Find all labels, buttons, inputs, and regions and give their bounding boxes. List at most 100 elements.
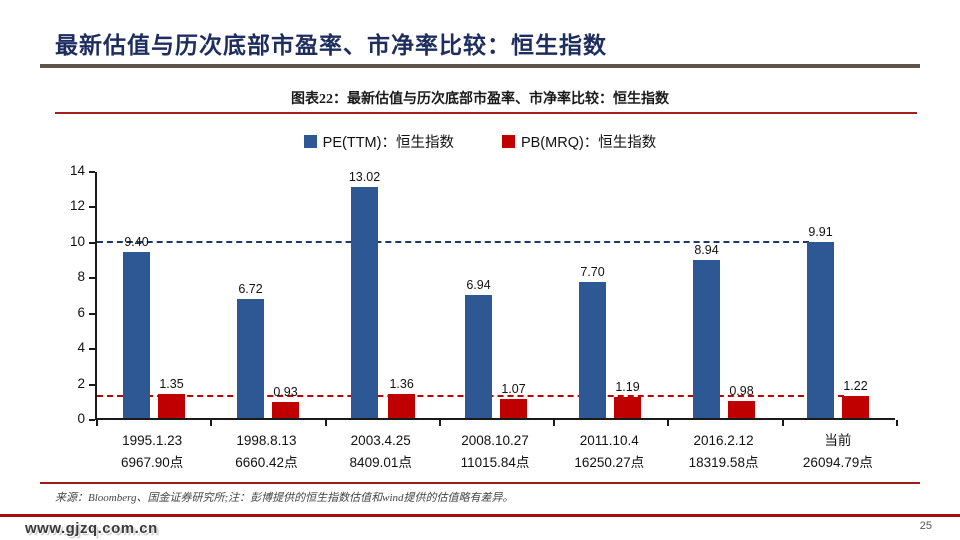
bottom-divider [0, 514, 960, 517]
x-tick-mark [667, 420, 670, 426]
pe-reference-line [97, 241, 809, 244]
pe-bar-wrap: 13.02 [349, 170, 380, 418]
pe-legend-label: PE(TTM)：恒生指数 [322, 135, 454, 151]
category-date: 2011.10.4 [579, 433, 639, 448]
y-tick-label: 10 [69, 233, 85, 249]
y-tick-mark [89, 312, 95, 315]
category-points: 16250.27点 [574, 454, 645, 470]
y-tick-mark [89, 419, 95, 421]
pb-legend-swatch [501, 135, 515, 148]
x-tick-mark [324, 420, 327, 426]
website-watermark: www.gjzq.com.cn [25, 520, 158, 537]
pe-bar-value: 6.94 [466, 278, 491, 293]
category-date: 2016.2.12 [693, 433, 754, 448]
y-tick-label: 4 [77, 340, 85, 356]
source-note: 来源：Bloomberg、国金证券研究所;注：彭博提供的恒生指数估值和wind提… [55, 492, 514, 504]
category-points: 6660.42点 [235, 454, 298, 470]
pb-bar-wrap: 0.93 [272, 385, 299, 418]
pb-bar-value: 0.98 [729, 383, 754, 398]
pb-bar [500, 399, 527, 418]
bar-group: 13.02 1.36 [325, 170, 439, 418]
x-tick-mark [896, 420, 898, 426]
pe-bar-value: 9.40 [124, 234, 149, 249]
plot-area: 0 2 4 6 8 10 12 14 9.40 1.35 6.72 0.93 13.02 1.36 6.94… [70, 163, 898, 426]
bar-group: 9.91 1.22 [781, 172, 895, 418]
pb-bar [158, 394, 185, 418]
category-points: 18319.58点 [688, 454, 759, 470]
pb-legend-label: PB(MRQ)：恒生指数 [520, 135, 657, 151]
pe-bar [123, 251, 150, 418]
pe-bar-wrap: 6.94 [465, 278, 492, 418]
legend-item-pe: PE(TTM)：恒生指数 [303, 131, 454, 152]
pb-bar-value: 1.35 [159, 377, 184, 392]
category-date: 当前 [824, 433, 852, 448]
category-points: 8409.01点 [349, 454, 412, 470]
pe-legend-swatch [303, 135, 317, 148]
pe-bar-value: 13.02 [348, 170, 381, 185]
pb-bar-wrap: 1.36 [388, 376, 416, 418]
bar-group: 6.94 1.07 [439, 172, 553, 418]
pb-bar-value: 0.93 [273, 384, 298, 399]
y-tick-mark [89, 383, 95, 386]
pb-bar [272, 401, 299, 418]
page-number: 25 [919, 520, 932, 532]
y-tick-mark [89, 206, 95, 209]
category-date: 2008.10.27 [461, 433, 529, 448]
pe-bar-wrap: 7.70 [579, 265, 606, 418]
pb-bar-wrap: 1.07 [500, 382, 527, 418]
pb-bar-wrap: 0.98 [728, 384, 755, 418]
y-tick-label: 8 [77, 269, 85, 285]
x-axis-labels: 1995.1.23 6967.90点 1998.8.13 6660.42点 2003.4… [95, 430, 895, 473]
pe-bar [693, 259, 720, 418]
category-date: 2003.4.25 [350, 433, 411, 448]
y-tick-mark [89, 171, 95, 173]
pb-bar [388, 393, 416, 418]
x-tick-mark [781, 420, 784, 426]
y-tick-mark [89, 241, 95, 244]
pe-bar [465, 295, 492, 418]
pb-bar-wrap: 1.22 [842, 379, 869, 418]
caption-divider [55, 112, 917, 114]
x-category-label: 2008.10.27 11015.84点 [438, 430, 552, 473]
figure-caption: 图表22：最新估值与历次底部市盈率、市净率比较：恒生指数 [291, 92, 669, 107]
pe-bar [351, 187, 378, 418]
pb-bar-wrap: 1.19 [614, 380, 641, 418]
y-tick-label: 14 [69, 163, 85, 178]
pe-bar-value: 8.94 [694, 242, 719, 257]
page-title: 最新估值与历次底部市盈率、市净率比较：恒生指数 [55, 32, 607, 58]
x-category-label: 当前 26094.79点 [781, 430, 895, 473]
category-points: 6967.90点 [120, 454, 184, 470]
category-date: 1998.8.13 [236, 433, 297, 448]
x-category-label: 2011.10.4 16250.27点 [552, 430, 666, 473]
x-category-label: 1998.8.13 6660.42点 [209, 430, 323, 473]
footer-divider [40, 482, 920, 484]
bar-group: 7.70 1.19 [553, 172, 667, 418]
y-tick-label: 0 [77, 411, 85, 426]
x-category-label: 2016.2.12 18319.58点 [666, 430, 780, 473]
bar-group: 8.94 0.98 [667, 172, 781, 418]
x-tick-mark [553, 420, 556, 426]
pe-bar [807, 242, 834, 418]
pe-bar [237, 298, 264, 418]
y-tick-label: 6 [77, 304, 85, 320]
category-date: 1995.1.23 [122, 433, 183, 448]
x-tick-mark [210, 420, 213, 426]
pb-bar-wrap: 1.35 [158, 377, 185, 418]
pb-bar-value: 1.22 [843, 379, 868, 394]
pe-bar [579, 281, 606, 418]
y-tick-label: 2 [77, 375, 85, 391]
category-points: 11015.84点 [460, 454, 530, 470]
pb-bar-value: 1.07 [501, 382, 526, 397]
x-tick-mark [438, 420, 441, 426]
pe-bar-value: 7.70 [580, 264, 605, 279]
pe-bar-value: 9.91 [808, 225, 833, 240]
pe-bar-wrap: 8.94 [693, 243, 720, 418]
bar-group: 6.72 0.93 [211, 172, 325, 418]
chart-legend: PE(TTM)：恒生指数 PB(MRQ)：恒生指数 [0, 131, 960, 152]
pb-bar-value: 1.36 [389, 376, 414, 391]
y-tick-mark [89, 348, 95, 351]
pb-bar [728, 400, 755, 418]
y-tick-label: 12 [69, 198, 85, 214]
pb-bar-value: 1.19 [615, 379, 640, 394]
